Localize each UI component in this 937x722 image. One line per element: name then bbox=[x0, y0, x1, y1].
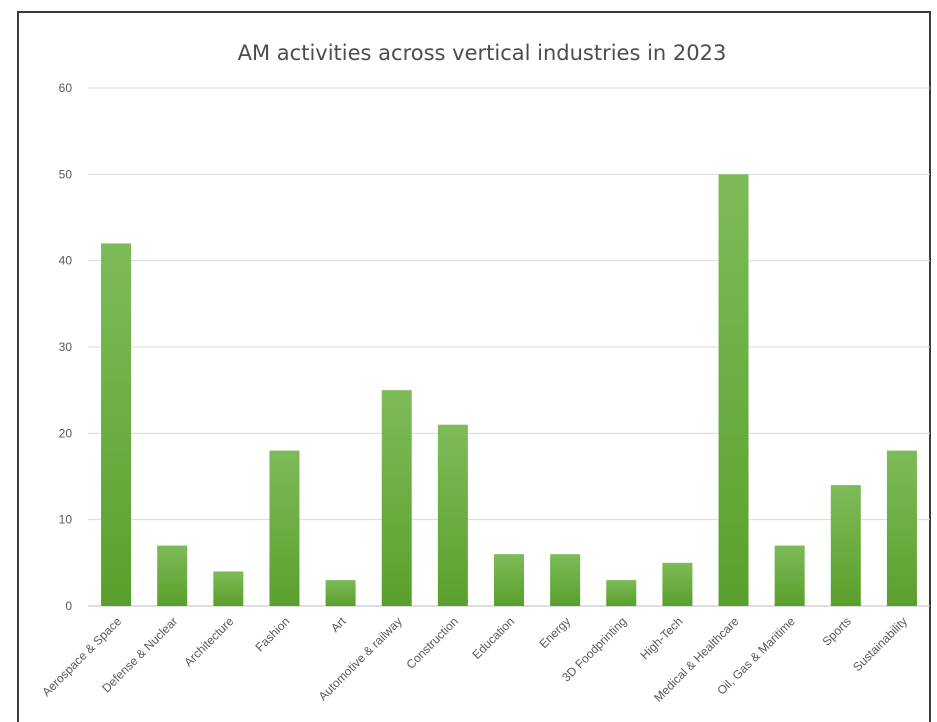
bar bbox=[381, 390, 412, 606]
bar bbox=[101, 243, 132, 606]
x-category-label: High-Tech bbox=[637, 614, 685, 662]
x-category-label: Fashion bbox=[252, 614, 292, 654]
x-category-label: Education bbox=[469, 614, 517, 662]
bar bbox=[718, 174, 749, 607]
y-tick-label: 60 bbox=[59, 81, 73, 95]
y-tick-label: 30 bbox=[59, 340, 73, 354]
bar bbox=[269, 450, 300, 606]
bar bbox=[662, 562, 693, 606]
bar bbox=[774, 545, 805, 606]
y-tick-label: 40 bbox=[59, 254, 73, 268]
x-category-label: Art bbox=[328, 614, 349, 635]
x-category-label: Construction bbox=[403, 614, 461, 672]
bar bbox=[494, 554, 524, 606]
bar bbox=[325, 580, 356, 606]
bar bbox=[830, 485, 861, 606]
bar bbox=[437, 424, 468, 606]
bar bbox=[606, 580, 637, 606]
y-tick-label: 20 bbox=[59, 426, 73, 440]
bar bbox=[550, 554, 581, 606]
y-tick-label: 0 bbox=[65, 599, 72, 613]
bar bbox=[157, 545, 188, 606]
x-category-label: Sustainability bbox=[850, 614, 910, 674]
chart-title: AM activities across vertical industries… bbox=[238, 41, 727, 65]
gridlines bbox=[88, 87, 930, 607]
bar bbox=[886, 450, 917, 606]
y-axis-ticks: 0 10 20 30 40 50 60 bbox=[59, 81, 73, 613]
y-tick-label: 50 bbox=[59, 167, 73, 181]
bars bbox=[101, 174, 917, 607]
bar bbox=[213, 571, 244, 606]
x-category-label: Sports bbox=[819, 614, 853, 648]
x-category-label: Energy bbox=[536, 614, 573, 651]
x-category-label: Architecture bbox=[181, 614, 236, 669]
y-tick-label: 10 bbox=[59, 513, 73, 527]
